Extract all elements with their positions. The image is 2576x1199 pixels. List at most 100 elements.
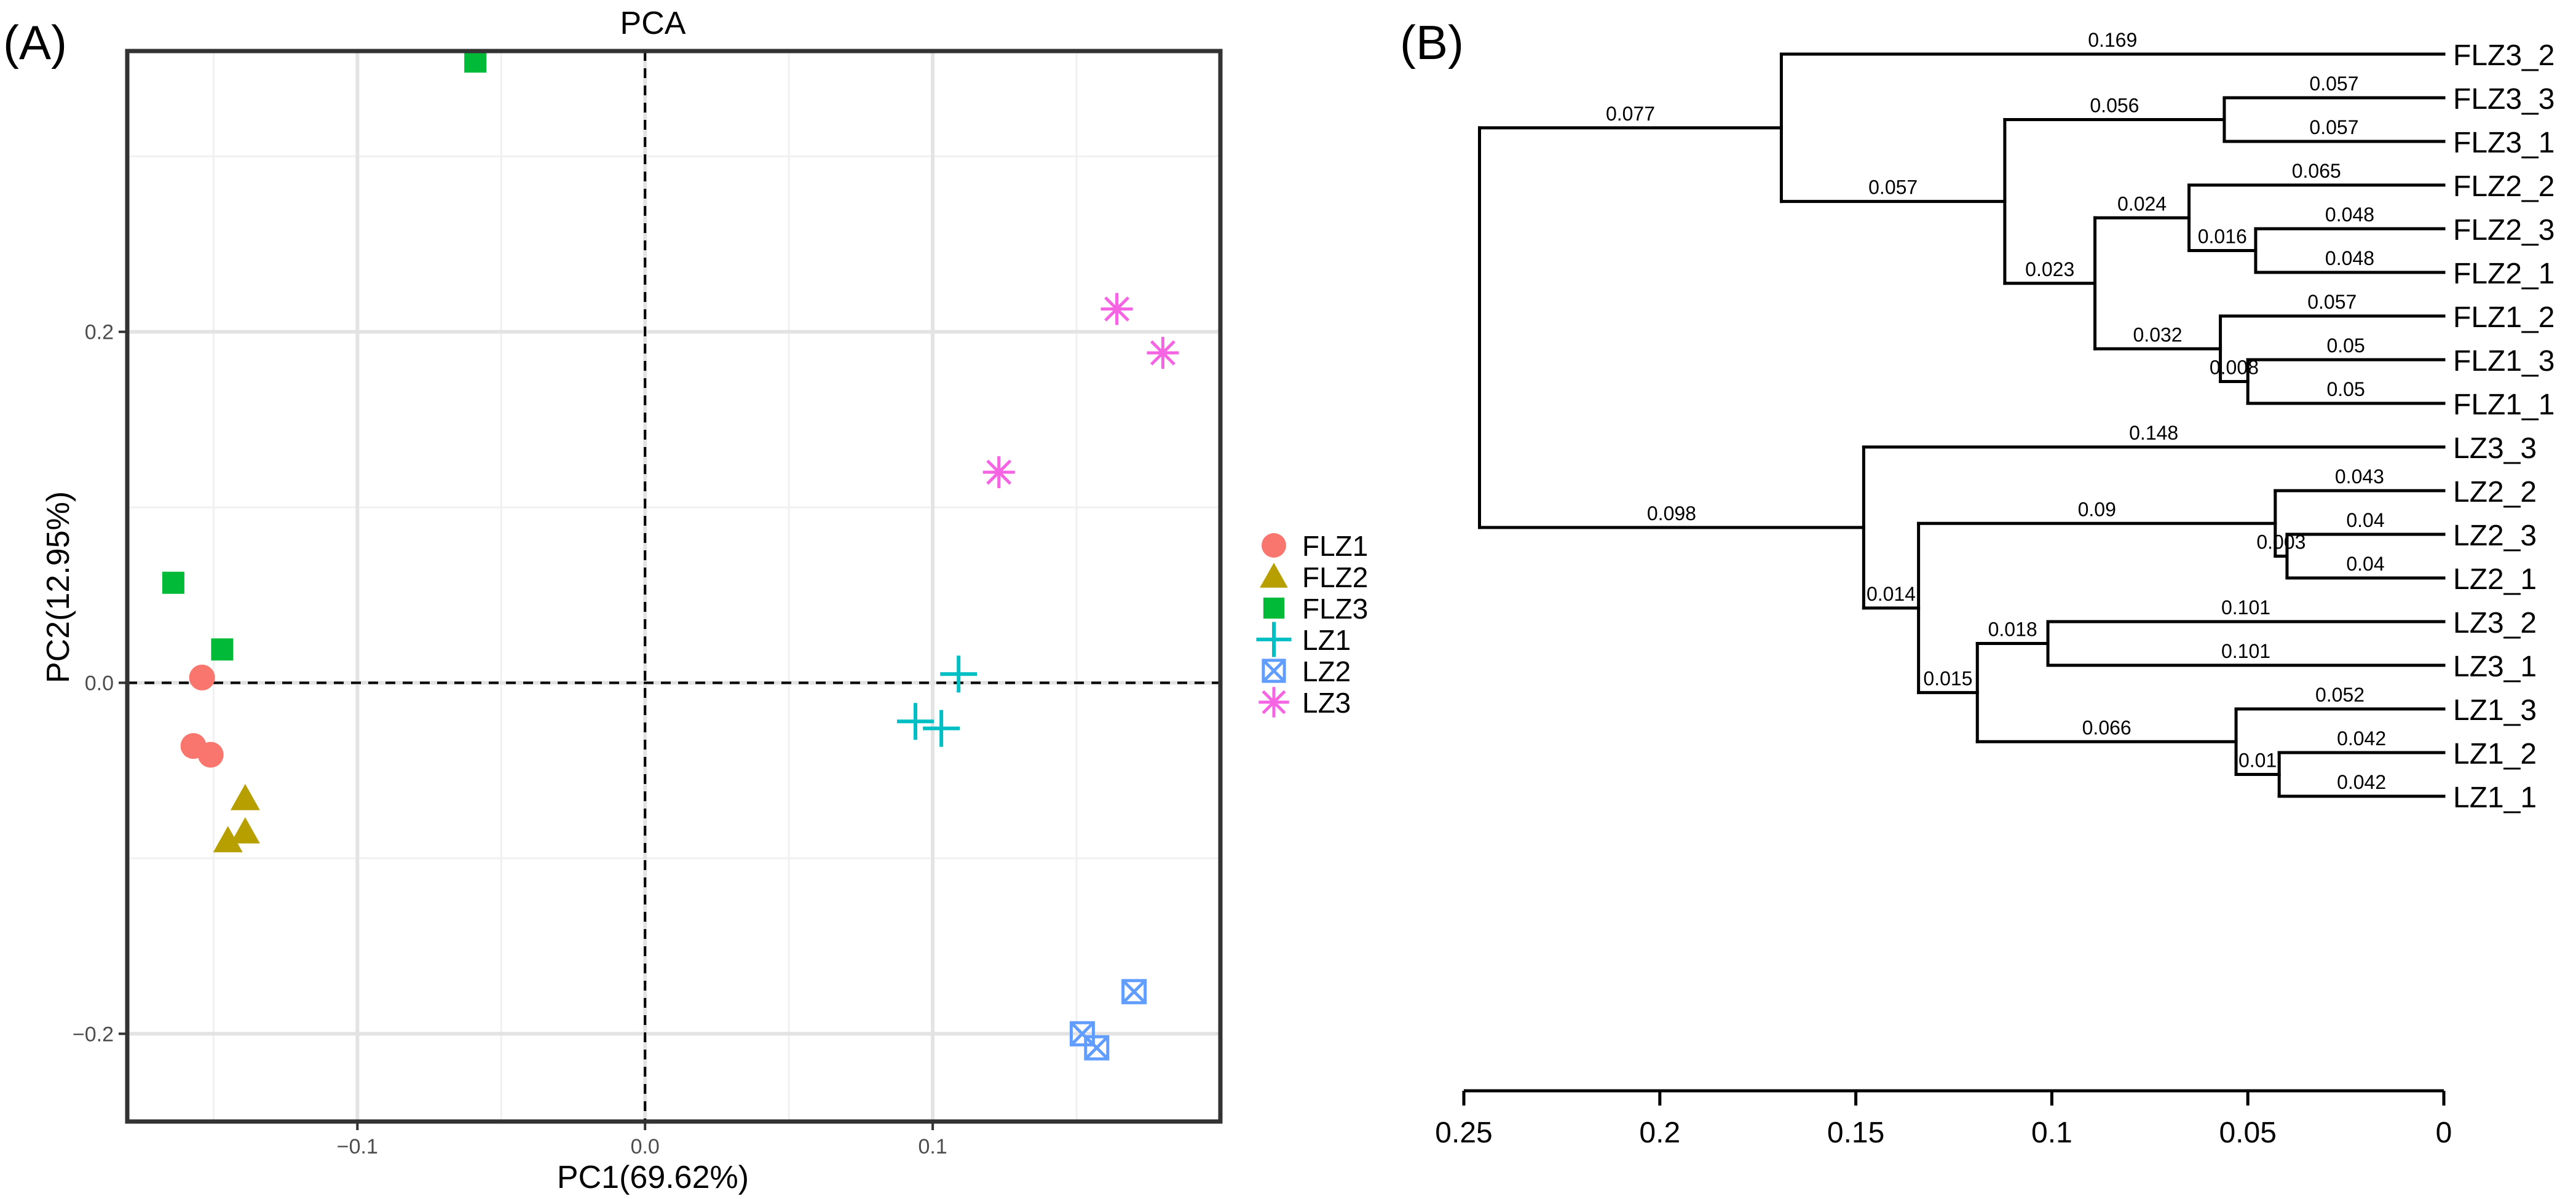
box-shape xyxy=(1069,1021,1095,1047)
leaf-label: FLZ1_1 xyxy=(2453,389,2554,421)
branch-length-label: 0.04 xyxy=(2346,509,2384,531)
point-flz3 xyxy=(162,571,184,594)
box-shape xyxy=(1121,979,1147,1005)
circle-shape xyxy=(197,742,224,768)
reference-lines xyxy=(127,51,1220,1122)
point-lz1 xyxy=(923,710,960,747)
box-diag-2 xyxy=(1085,1035,1109,1060)
x-tick-label: −0.1 xyxy=(337,1135,378,1158)
point-flz1 xyxy=(197,742,224,768)
leaf-label: LZ2_1 xyxy=(2453,563,2537,596)
ast-d2 xyxy=(1262,690,1286,714)
legend-key-lz3 xyxy=(1258,687,1289,718)
leaf-label: LZ1_3 xyxy=(2453,694,2537,727)
leaf-label: FLZ3_2 xyxy=(2453,39,2554,72)
box-shape xyxy=(1262,659,1286,683)
dendro-axis-tick-label: 0.05 xyxy=(2219,1117,2276,1149)
branch-length-label: 0.01 xyxy=(2238,750,2277,772)
legend-key-flz2 xyxy=(1260,563,1288,588)
leaf-label: FLZ3_3 xyxy=(2453,83,2554,116)
branch-length-label: 0.057 xyxy=(2309,73,2358,95)
branch-length-label: 0.04 xyxy=(2346,553,2384,575)
leaf-label: LZ1_2 xyxy=(2453,738,2537,770)
square-shape xyxy=(1263,597,1285,619)
y-tick-label: 0.0 xyxy=(85,671,114,695)
branch-length-label: 0.042 xyxy=(2337,727,2386,750)
dendro-axis-tick-label: 0.2 xyxy=(1639,1117,1680,1149)
leaf-label: LZ3_1 xyxy=(2453,651,2537,683)
x-axis-label: PC1(69.62%) xyxy=(557,1160,749,1195)
legend-key-lz2 xyxy=(1262,659,1286,683)
axis-ticks: −0.1 0.0 0.1 −0.2 0.0 0.2 xyxy=(73,321,947,1158)
point-lz2 xyxy=(1084,1035,1110,1061)
leaf-label: LZ2_2 xyxy=(2453,476,2537,508)
panel-label-b: (B) xyxy=(1400,15,1464,69)
leaf-label: FLZ3_1 xyxy=(2453,127,2554,159)
ast-d2 xyxy=(1104,296,1130,322)
dendrogram-panel: (B) 0.077 0.169 FLZ3_2 0.057 0.056 0.057 FLZ3_… xyxy=(1400,15,2554,1149)
branch-length-label: 0.024 xyxy=(2117,192,2167,215)
branch-length-label: 0.052 xyxy=(2315,684,2365,706)
dendrogram-axis: 0.25 0.2 0.15 0.1 0.05 0 xyxy=(1435,1089,2452,1149)
branch-length-label: 0.101 xyxy=(2221,596,2270,619)
branch-length-label: 0.043 xyxy=(2335,465,2384,488)
leaf-label: LZ3_3 xyxy=(2453,432,2537,465)
point-lz2 xyxy=(1121,979,1147,1005)
branch-length-label: 0.015 xyxy=(1923,667,1972,689)
legend-label-flz2: FLZ2 xyxy=(1302,561,1368,593)
pca-panel: (A) PCA −0.1 0.0 0.1 −0.2 0.0 0.2 PC1(69.62%)… xyxy=(3,6,1368,1195)
triangle-shape xyxy=(230,783,260,810)
legend-key-lz1 xyxy=(1256,622,1292,657)
point-flz1 xyxy=(189,664,215,691)
leaf-label: FLZ1_2 xyxy=(2453,301,2554,334)
point-lz1 xyxy=(897,703,934,740)
branch-length-label: 0.057 xyxy=(2307,291,2357,313)
branch-length-label: 0.032 xyxy=(2133,323,2183,346)
x-tick-label: 0.0 xyxy=(631,1135,660,1158)
plot-background xyxy=(127,51,1220,1122)
ast-d2 xyxy=(986,459,1012,485)
ast-d2 xyxy=(1150,340,1175,366)
circle-shape xyxy=(189,664,215,691)
triangle-shape xyxy=(213,826,243,853)
point-lz1 xyxy=(940,655,978,693)
branch-length-label: 0.101 xyxy=(2221,640,2270,662)
point-flz3 xyxy=(464,50,487,73)
leaf-label: FLZ2_1 xyxy=(2453,258,2554,290)
square-shape xyxy=(211,638,234,661)
branch-length-label: 0.05 xyxy=(2326,378,2365,400)
square-shape xyxy=(464,50,487,73)
point-flz2 xyxy=(230,817,260,844)
leaf-label: LZ2_3 xyxy=(2453,520,2537,552)
dendrogram-tree: 0.077 0.169 FLZ3_2 0.057 0.056 0.057 FLZ3_3 0.0… xyxy=(1478,29,2554,814)
branch-length-label: 0.014 xyxy=(1867,583,1916,605)
branch-length-label: 0.057 xyxy=(1868,176,1918,199)
legend-label-lz2: LZ2 xyxy=(1302,655,1351,687)
legend-key-flz3 xyxy=(1263,597,1285,619)
legend-key-flz1 xyxy=(1262,533,1286,558)
branch-length-label: 0.065 xyxy=(2292,160,2341,182)
point-lz3 xyxy=(1147,336,1179,369)
triangle-shape xyxy=(230,817,260,844)
branch-length-label: 0.169 xyxy=(2088,29,2137,51)
branch-length-label: 0.148 xyxy=(2129,422,2178,444)
panel-label-a: (A) xyxy=(3,15,67,69)
branch-length-label: 0.048 xyxy=(2325,204,2374,226)
pca-title: PCA xyxy=(620,6,686,41)
dendro-axis-tick-label: 0.15 xyxy=(1827,1117,1884,1149)
legend-label-flz3: FLZ3 xyxy=(1302,593,1368,625)
leaf-label: FLZ1_3 xyxy=(2453,345,2554,378)
leaf-label: FLZ2_3 xyxy=(2453,214,2554,247)
triangle-shape xyxy=(1260,563,1288,588)
square-shape xyxy=(162,571,184,594)
plot-frame xyxy=(125,49,1223,1124)
legend-label-flz1: FLZ1 xyxy=(1302,530,1368,562)
y-tick-label: 0.2 xyxy=(85,321,114,344)
box-diag-2 xyxy=(1121,979,1147,1004)
branch-length-label: 0.057 xyxy=(2309,116,2358,138)
point-lz3 xyxy=(1100,293,1133,325)
branch-length-label: 0.098 xyxy=(1647,502,1696,524)
dendro-axis-tick-label: 0.1 xyxy=(2031,1117,2072,1149)
